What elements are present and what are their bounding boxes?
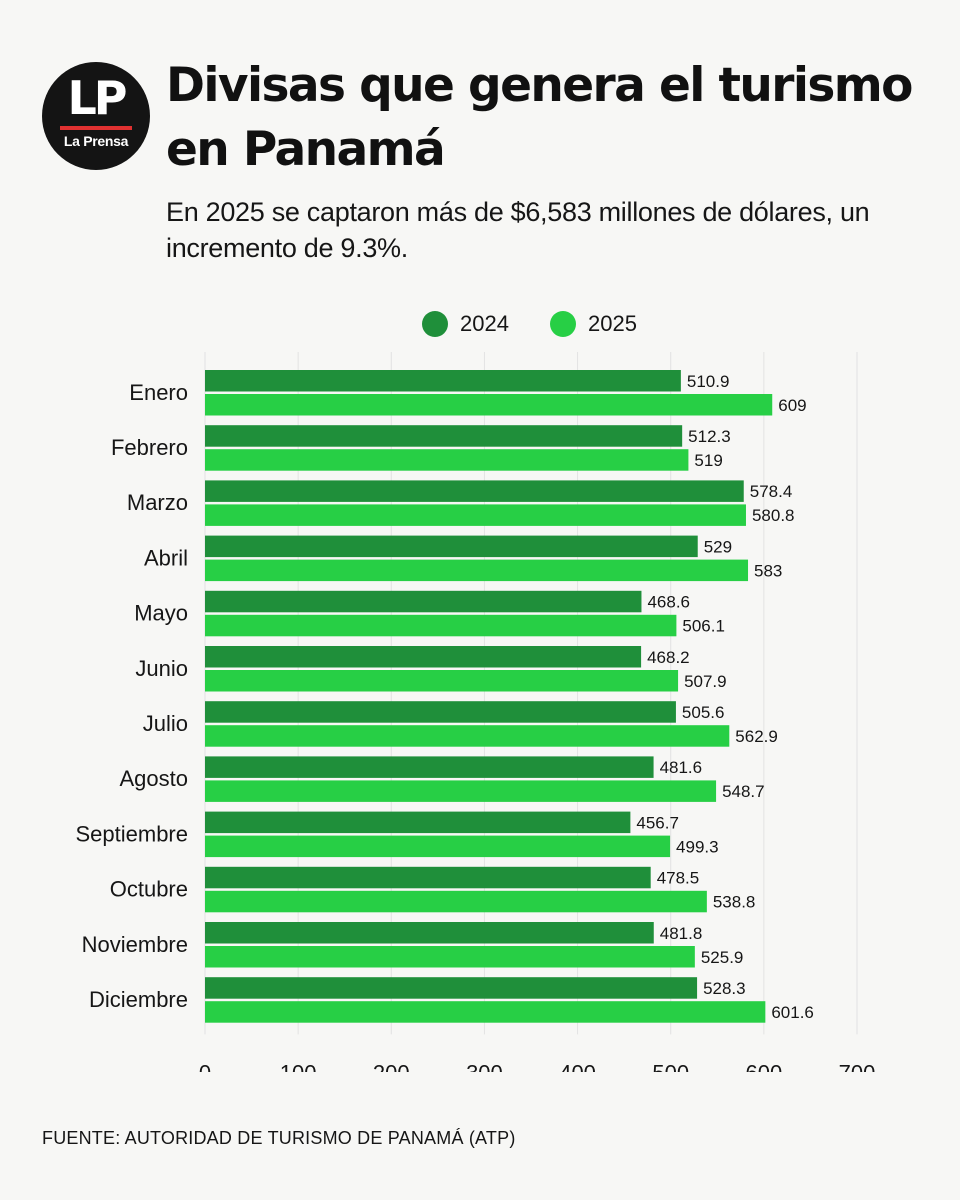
bar-2024 xyxy=(205,701,676,723)
category-label: Marzo xyxy=(127,490,188,515)
bar-2025 xyxy=(205,559,749,582)
value-label-2024: 481.8 xyxy=(660,924,703,943)
bar-2025 xyxy=(205,614,677,637)
logo-red-rule xyxy=(60,126,132,130)
category-label: Julio xyxy=(143,711,188,736)
value-label-2025: 519 xyxy=(694,451,722,470)
value-label-2025: 538.8 xyxy=(713,893,756,912)
bar-2024 xyxy=(205,646,642,668)
x-tick-label: 500 xyxy=(652,1060,689,1072)
value-label-2025: 601.6 xyxy=(771,1003,814,1022)
value-label-2025: 525.9 xyxy=(701,948,744,967)
x-tick-label: 400 xyxy=(559,1060,596,1072)
bar-2025 xyxy=(205,504,746,526)
category-label: Diciembre xyxy=(89,987,188,1012)
bar-2024 xyxy=(205,977,698,999)
bar-2025 xyxy=(205,1001,766,1023)
value-label-2024: 510.9 xyxy=(687,372,730,391)
value-label-2025: 507.9 xyxy=(684,672,727,691)
x-tick-label: 100 xyxy=(280,1060,317,1072)
bar-2024 xyxy=(205,425,683,447)
x-tick-label: 300 xyxy=(466,1060,503,1072)
value-label-2024: 528.3 xyxy=(703,979,746,998)
bar-2024 xyxy=(205,922,654,944)
category-label: Septiembre xyxy=(75,821,188,846)
x-tick-label: 600 xyxy=(745,1060,782,1072)
legend-item-2024: 2024 xyxy=(422,309,509,339)
bar-2025 xyxy=(205,725,730,747)
x-tick-label: 700 xyxy=(839,1060,876,1072)
value-label-2024: 456.7 xyxy=(636,813,679,832)
category-label: Octubre xyxy=(110,877,188,902)
bar-2024 xyxy=(205,370,681,392)
legend-item-2025: 2025 xyxy=(550,309,637,339)
source-note: FUENTE: AUTORIDAD DE TURISMO DE PANAMÁ (… xyxy=(42,1128,516,1148)
value-label-2024: 481.6 xyxy=(660,758,703,777)
bar-2025 xyxy=(205,780,717,802)
legend-swatch-2025 xyxy=(550,311,576,337)
bar-2024 xyxy=(205,756,654,778)
x-tick-label: 200 xyxy=(373,1060,410,1072)
value-label-2025: 580.8 xyxy=(752,506,795,525)
value-label-2024: 529 xyxy=(704,537,732,556)
bar-2024 xyxy=(205,811,631,834)
value-label-2025: 548.7 xyxy=(722,782,765,801)
value-label-2024: 578.4 xyxy=(750,482,793,501)
category-label: Abril xyxy=(144,545,188,570)
bar-2024 xyxy=(205,866,651,889)
bar-2024 xyxy=(205,535,698,558)
legend-swatch-2024 xyxy=(422,311,448,337)
bar-2025 xyxy=(205,670,679,692)
bar-2024 xyxy=(205,480,744,502)
legend-label-2024: 2024 xyxy=(460,311,509,336)
category-label: Agosto xyxy=(120,766,189,791)
category-label: Mayo xyxy=(134,601,188,626)
bar-2025 xyxy=(205,449,689,471)
bar-chart: 0 100 200 300 400 500 600 700 Enero 510.9 609 Febre… xyxy=(75,352,876,1072)
category-label: Junio xyxy=(135,656,188,681)
logo-name: La Prensa xyxy=(63,133,129,149)
legend-label-2025: 2025 xyxy=(588,311,637,336)
category-label: Febrero xyxy=(111,435,188,460)
category-label: Noviembre xyxy=(82,932,188,957)
bar-2025 xyxy=(205,890,707,913)
value-label-2024: 468.6 xyxy=(647,593,690,612)
value-label-2025: 609 xyxy=(778,396,806,415)
category-label: Enero xyxy=(129,380,188,405)
value-label-2024: 512.3 xyxy=(688,427,731,446)
bar-2025 xyxy=(205,394,773,416)
value-label-2025: 562.9 xyxy=(735,727,778,746)
bar-2024 xyxy=(205,590,642,613)
la-prensa-logo: LP La Prensa xyxy=(42,62,150,170)
x-tick-label: 0 xyxy=(199,1060,211,1072)
value-label-2025: 583 xyxy=(754,561,782,580)
page-title: Divisas que genera el turismo en Panamá xyxy=(166,58,913,177)
value-label-2024: 478.5 xyxy=(657,869,700,888)
value-label-2025: 506.1 xyxy=(682,617,725,636)
value-label-2025: 499.3 xyxy=(676,837,719,856)
bar-2025 xyxy=(205,835,671,858)
value-label-2024: 505.6 xyxy=(682,703,725,722)
logo-letters: LP xyxy=(67,71,127,125)
bar-2025 xyxy=(205,946,695,968)
value-label-2024: 468.2 xyxy=(647,648,690,667)
page-subtitle: En 2025 se captaron más de $6,583 millon… xyxy=(166,197,870,263)
